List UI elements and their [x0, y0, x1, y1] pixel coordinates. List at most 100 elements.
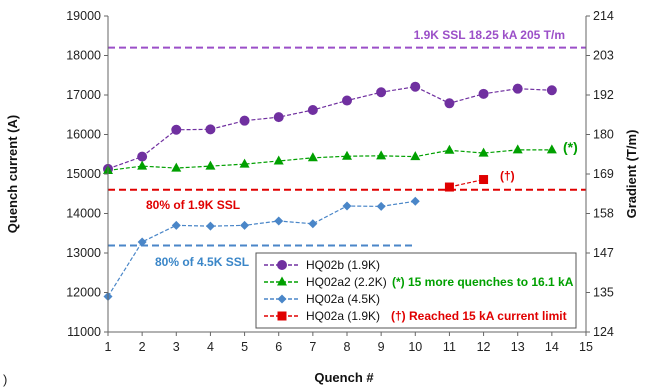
x-tick-label: 3 — [173, 340, 180, 354]
y2-tick-label: 147 — [593, 246, 614, 260]
data-point — [546, 85, 557, 96]
data-point — [137, 151, 148, 162]
data-point — [444, 98, 455, 109]
x-tick-label: 11 — [443, 340, 456, 354]
y2-axis-title: Gradient (T/m) — [624, 130, 639, 219]
x-tick-label: 9 — [378, 340, 385, 354]
data-point — [512, 144, 523, 154]
data-point — [444, 144, 455, 154]
data-point — [274, 216, 284, 226]
y-tick-label: 12000 — [66, 286, 101, 300]
data-point — [239, 158, 250, 168]
data-point — [444, 182, 454, 192]
series-markers — [103, 81, 557, 301]
annotation-dagger: (†) — [500, 169, 515, 183]
y2-tick-label: 124 — [593, 325, 614, 339]
data-point — [478, 147, 489, 157]
reference-lines — [108, 46, 586, 247]
data-point — [273, 112, 284, 123]
data-point — [273, 155, 284, 165]
legend-box — [255, 252, 577, 329]
legend-marker — [277, 311, 287, 321]
y-tick-label: 15000 — [66, 167, 101, 181]
annotation-star: (*) — [563, 139, 578, 155]
x-tick-label: 14 — [545, 340, 559, 354]
legend-note-star: (*) 15 more quenches to 16.1 kA — [392, 275, 574, 289]
series-line — [107, 149, 552, 172]
axes — [104, 15, 590, 336]
ssl-1-9k-label: 1.9K SSL 18.25 kA 205 T/m — [414, 28, 565, 42]
data-point — [410, 81, 421, 92]
data-point — [410, 151, 421, 161]
data-point — [137, 160, 148, 170]
data-point — [478, 88, 489, 99]
x-tick-label: 12 — [477, 340, 491, 354]
y2-tick-label: 135 — [593, 286, 614, 300]
stray-paren: ) — [3, 372, 7, 387]
y-axis-title: Quench current (A) — [5, 115, 20, 233]
series-line — [107, 200, 416, 297]
data-point — [239, 115, 250, 126]
data-point — [342, 201, 352, 211]
tick-labels: 11000 12000 13000 14000 15000 16000 17000 18000… — [66, 9, 614, 354]
x-tick-label: 15 — [579, 340, 593, 354]
x-tick-label: 8 — [344, 340, 351, 354]
x-tick-label: 10 — [408, 340, 422, 354]
data-point — [376, 87, 387, 98]
y2-tick-label: 169 — [593, 167, 614, 181]
legend-label-hq02a-4-5k: HQ02a (4.5K) — [306, 292, 380, 306]
x-tick-label: 13 — [511, 340, 525, 354]
y2-tick-label: 180 — [593, 128, 614, 142]
y2-tick-label: 192 — [593, 88, 614, 102]
series-line — [107, 86, 552, 170]
legend-marker — [277, 276, 287, 286]
x-axis-title: Quench # — [314, 370, 374, 385]
data-point — [240, 220, 250, 230]
y-tick-label: 14000 — [66, 207, 101, 221]
y-tick-label: 16000 — [66, 128, 101, 142]
legend-marker — [277, 294, 287, 304]
data-point — [205, 160, 216, 170]
y-tick-label: 11000 — [67, 325, 101, 339]
data-point — [410, 196, 420, 206]
legend-label-hq02b: HQ02b (1.9K) — [306, 258, 380, 272]
data-point — [307, 105, 318, 116]
x-tick-label: 7 — [309, 340, 316, 354]
legend-label-hq02a-1-9k: HQ02a (1.9K) — [306, 309, 380, 323]
legend: HQ02b (1.9K) HQ02a2 (2.2K) HQ02a (4.5K) … — [255, 252, 577, 329]
x-tick-label: 5 — [241, 340, 248, 354]
data-point — [376, 201, 386, 211]
data-point — [171, 162, 182, 172]
legend-label-hq02a2: HQ02a2 (2.2K) — [306, 275, 387, 289]
data-point — [205, 124, 216, 135]
data-point — [137, 237, 147, 247]
y2-tick-label: 158 — [593, 207, 614, 221]
y-tick-label: 19000 — [66, 9, 101, 23]
x-tick-label: 4 — [207, 340, 214, 354]
y-tick-label: 13000 — [66, 246, 101, 260]
data-point — [479, 175, 489, 185]
data-point — [342, 150, 352, 160]
x-tick-label: 2 — [139, 340, 146, 354]
y-tick-label: 18000 — [66, 49, 101, 63]
data-point — [376, 150, 387, 160]
legend-items — [264, 260, 300, 321]
data-point — [342, 95, 352, 106]
x-tick-label: 6 — [275, 340, 282, 354]
y2-tick-label: 203 — [593, 49, 614, 63]
legend-note-dagger: (†) Reached 15 kA current limit — [391, 309, 567, 323]
data-point — [307, 152, 318, 162]
data-point — [308, 219, 318, 229]
ssl-80pct-4-5k-label: 80% of 4.5K SSL — [155, 255, 249, 269]
y2-tick-label: 214 — [593, 9, 614, 23]
data-point — [205, 221, 215, 231]
series-lines — [107, 86, 552, 297]
legend-marker — [277, 260, 287, 270]
ssl-80pct-1-9k-label: 80% of 1.9K SSL — [146, 198, 240, 212]
y-tick-label: 17000 — [66, 88, 101, 102]
data-point — [171, 220, 181, 230]
data-point — [171, 124, 182, 135]
data-point — [546, 144, 557, 154]
data-point — [512, 83, 523, 94]
